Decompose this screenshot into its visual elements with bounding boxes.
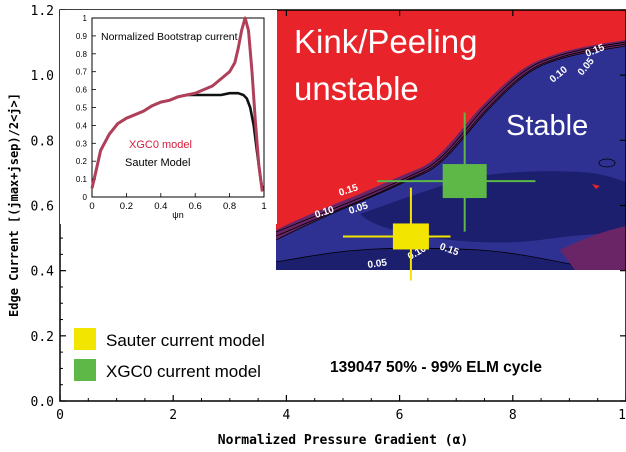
inset-chart: 0 0.2 0.4 0.6 0.8 1 0 0.1 0.2 0.3 0.4 0.5 0.6 0.7 0.8…	[60, 10, 277, 224]
inset-y-tick-label: 0.1	[76, 175, 88, 184]
y-tick-label: 0.8	[31, 134, 54, 149]
x-axis-label: Normalized Pressure Gradient (α)	[218, 433, 468, 448]
x-tick-label: 2	[169, 408, 177, 423]
inset-legend-sauter: Sauter Model	[125, 157, 190, 169]
point-marker	[392, 223, 429, 250]
inset-y-tick-label: 0.8	[76, 50, 88, 59]
legend-label-xgc0: XGC0 current model	[106, 362, 261, 381]
contour-purple-edge	[560, 226, 626, 270]
contour-label: 0.05	[367, 257, 388, 271]
x-tick-label: 0	[56, 408, 64, 423]
stable-core-lower	[276, 248, 626, 270]
inset-x-axis: 0 0.2 0.4 0.6 0.8 1	[89, 193, 267, 212]
contour-0-15	[276, 41, 626, 233]
stable-label: Stable	[506, 110, 588, 142]
contour-0-10	[276, 43, 626, 237]
unstable-label-line1: Kink/Peeling	[294, 23, 477, 60]
x-tick-label: 10	[618, 408, 626, 423]
inset-y-tick-label: 0.2	[76, 157, 88, 166]
inset-y-tick-label: 0	[83, 193, 88, 202]
y-tick-label: 0.2	[31, 330, 54, 345]
legend: Sauter current model XGC0 current model	[74, 328, 265, 381]
x-tick-label: 6	[396, 408, 404, 423]
inset-background	[60, 10, 277, 224]
legend-label-sauter: Sauter current model	[106, 331, 265, 350]
contour-island	[598, 158, 616, 168]
y-axis: 0.0 0.2 0.4 0.6 0.8 1.0 1.2	[31, 4, 626, 410]
y-tick-label: 1.2	[31, 4, 54, 19]
inset-x-tick-label: 0.8	[223, 201, 236, 212]
sauter-point	[343, 187, 451, 281]
xgc0-point	[376, 112, 536, 232]
unstable-label-line2: unstable	[294, 70, 419, 107]
inset-title: Normalized Bootstrap current	[101, 31, 238, 43]
inset-y-tick-label: 0.5	[76, 104, 88, 113]
inset-x-tick-label: 0.4	[154, 201, 167, 212]
stability-map	[276, 10, 626, 270]
inset-x-tick-label: 0.2	[120, 201, 133, 212]
inset-x-tick-label: 0	[89, 201, 94, 212]
data-points	[343, 112, 536, 281]
y-tick-label: 0.4	[31, 265, 55, 280]
y-tick-label: 1.0	[31, 69, 54, 84]
contour-0-05	[276, 45, 626, 241]
y-tick-label: 0.6	[31, 200, 54, 215]
inset-legend-xgc0: XGC0 model	[129, 139, 192, 151]
x-tick-label: 4	[282, 408, 290, 423]
inset-y-tick-label: 0.6	[76, 86, 88, 95]
x-tick-label: 8	[509, 408, 517, 423]
inset-y-tick-label: 0.4	[76, 121, 88, 130]
inset-x-tick-label: 1	[261, 201, 266, 212]
inset-y-tick-label: 0.9	[76, 32, 88, 41]
legend-swatch-xgc0	[74, 359, 96, 381]
inset-y-tick-label: 1	[83, 14, 88, 23]
shot-annotation: 139047 50% - 99% ELM cycle	[330, 359, 542, 376]
inset-y-tick-label: 0.7	[76, 68, 88, 77]
small-red-island	[592, 184, 600, 189]
y-axis-label: Edge Current [(jmax+jsep)/2<j>]	[7, 93, 21, 317]
inset-x-label: ψn	[172, 210, 183, 220]
inset-series-xgc0	[90, 16, 264, 192]
legend-swatch-sauter	[74, 328, 96, 350]
inset-series	[90, 16, 264, 192]
inset-y-axis: 0 0.1 0.2 0.3 0.4 0.5 0.6 0.7 0.8 0.9 1	[76, 14, 96, 202]
y-tick-label: 0.0	[31, 395, 54, 410]
inset-y-tick-label: 0.3	[76, 139, 88, 148]
inset-x-tick-label: 0.6	[189, 201, 202, 212]
point-marker	[442, 164, 487, 199]
